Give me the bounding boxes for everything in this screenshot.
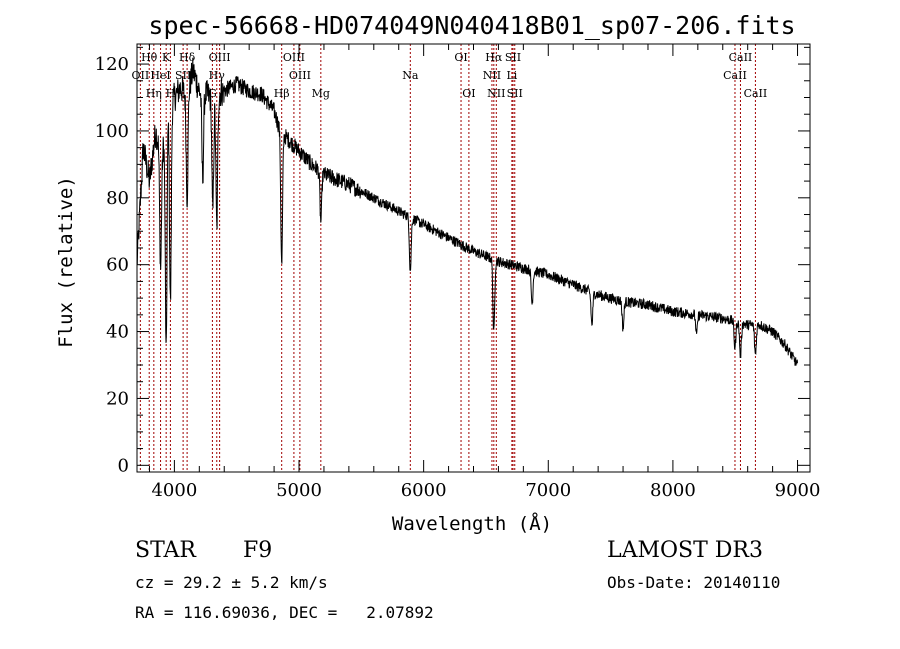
spectral-line-label: Hη [146,87,162,100]
spectral-line-label: NII [483,69,501,82]
x-tick-label: 8000 [650,480,696,501]
spectral-line-label: Mg [312,87,330,100]
chart-title: spec-56668-HD074049N040418B01_sp07-206.f… [148,11,795,40]
x-axis-ticks: 4000 5000 6000 7000 8000 9000 [148,44,821,501]
spectral-line-label: Hδ [179,51,196,64]
y-tick-label: 80 [106,188,129,209]
spectral-line-label: OII [132,69,150,82]
spectral-line-labels: Hθ OII Hη K HeI H Hδ SII OIII Hγ G OIII OIII Hβ Mg Na OI… [132,51,768,100]
redshift-text: cz = 29.2 ± 5.2 km/s [135,573,328,592]
x-tick-label: 7000 [525,480,571,501]
x-axis-label: Wavelength (Å) [392,512,552,535]
spectral-line-label: Na [402,69,419,82]
spectrum-line [136,57,798,366]
object-class: STAR [135,538,196,563]
spectrum-series [136,57,798,366]
spectral-line-label: CaII [723,69,747,82]
coordinates-text: RA = 116.69036, DEC = 2.07892 [135,603,434,622]
spectral-line-label: OIII [283,51,305,64]
spectral-line-label: CaII [729,51,753,64]
spectral-line-label: OI [462,87,475,100]
survey-name: LAMOST DR3 [607,538,763,563]
spectral-line-label: SII [505,51,521,64]
spectral-line-label: K [162,51,171,64]
spectral-line-label: NII [487,87,505,100]
spectral-line-label: OI [454,51,467,64]
spectral-line-label: Hα [485,51,503,64]
y-tick-label: 100 [95,121,129,142]
spectral-line-label: Hβ [274,87,290,100]
spectral-line-label: CaII [744,87,768,100]
spectral-line-label: OIII [209,51,231,64]
spectral-line-label: HeI [150,69,170,82]
y-axis-ticks: 0 20 40 60 80 100 120 [95,46,810,476]
spectral-line-label: G [208,87,217,100]
obs-date-text: Obs-Date: 20140110 [607,573,781,592]
y-axis-label: Flux (relative) [55,176,77,348]
y-tick-label: 20 [106,388,129,409]
object-subclass: F9 [243,538,273,563]
y-tick-label: 60 [106,255,129,276]
y-tick-label: 120 [95,54,129,75]
spectral-line-label: H [166,87,176,100]
spectral-line-label: OIII [289,69,311,82]
y-tick-label: 40 [106,322,129,343]
x-tick-label: 9000 [775,480,821,501]
spectral-line-label: Hθ [141,51,158,64]
x-tick-label: 5000 [276,480,322,501]
spectral-line-label: SII [507,87,523,100]
y-tick-label: 0 [118,455,129,476]
spectral-line-label: SII [175,69,191,82]
x-tick-label: 6000 [401,480,447,501]
spectral-line-markers [139,44,756,472]
spectral-line-label: Li [506,69,517,82]
spectral-line-label: Hγ [209,69,226,82]
plot-frame [136,43,811,473]
x-tick-label: 4000 [151,480,197,501]
